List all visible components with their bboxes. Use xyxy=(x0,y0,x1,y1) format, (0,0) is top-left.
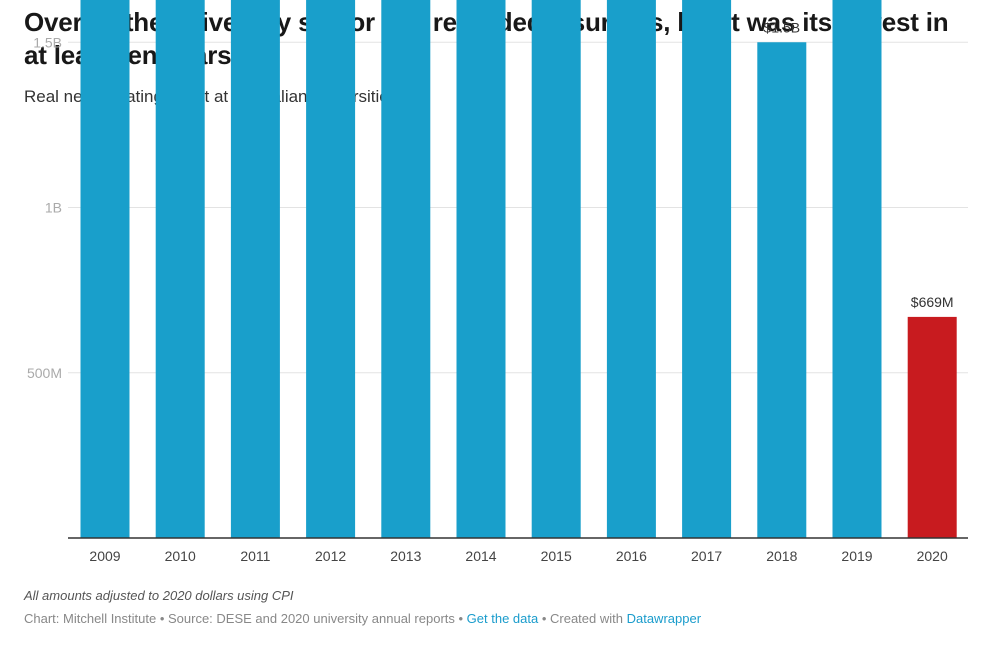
x-tick-label: 2010 xyxy=(165,548,196,564)
bar-chart: 500M1B1.5B$2B$2.2B2009$2.4B2010$2.2B2011… xyxy=(27,0,968,564)
datawrapper-link[interactable]: Datawrapper xyxy=(626,611,702,626)
x-tick-label: 2017 xyxy=(691,548,722,564)
x-tick-label: 2019 xyxy=(841,548,872,564)
chart-byline: Chart: Mitchell Institute • Source: DESE… xyxy=(24,611,701,626)
get-the-data-link[interactable]: Get the data xyxy=(466,611,539,626)
bar xyxy=(682,0,732,538)
x-tick-label: 2018 xyxy=(766,548,797,564)
bar xyxy=(306,0,356,538)
data-label: $669M xyxy=(911,294,954,310)
x-tick-label: 2013 xyxy=(390,548,421,564)
x-tick-label: 2014 xyxy=(465,548,496,564)
bar xyxy=(531,0,581,539)
bar xyxy=(606,0,656,538)
y-tick-label: 1B xyxy=(45,200,62,216)
chart-notes: All amounts adjusted to 2020 dollars usi… xyxy=(24,588,294,603)
bar xyxy=(907,316,957,538)
x-tick-label: 2009 xyxy=(89,548,120,564)
y-tick-label: 500M xyxy=(27,365,62,381)
bar xyxy=(757,42,807,538)
x-tick-label: 2020 xyxy=(917,548,948,564)
bar xyxy=(80,0,130,538)
bar xyxy=(381,0,431,539)
y-tick-label: 1.5B xyxy=(33,34,62,50)
byline-created-with: • Created with xyxy=(538,611,627,626)
x-tick-label: 2011 xyxy=(240,548,270,564)
bar xyxy=(456,0,506,538)
bar xyxy=(155,0,205,539)
data-label: $1.5B xyxy=(764,19,801,35)
byline-source: Chart: Mitchell Institute • Source: DESE… xyxy=(24,611,467,626)
x-tick-label: 2016 xyxy=(616,548,647,564)
x-tick-label: 2012 xyxy=(315,548,346,564)
bar xyxy=(832,0,882,539)
bar xyxy=(230,0,280,538)
x-tick-label: 2015 xyxy=(541,548,572,564)
